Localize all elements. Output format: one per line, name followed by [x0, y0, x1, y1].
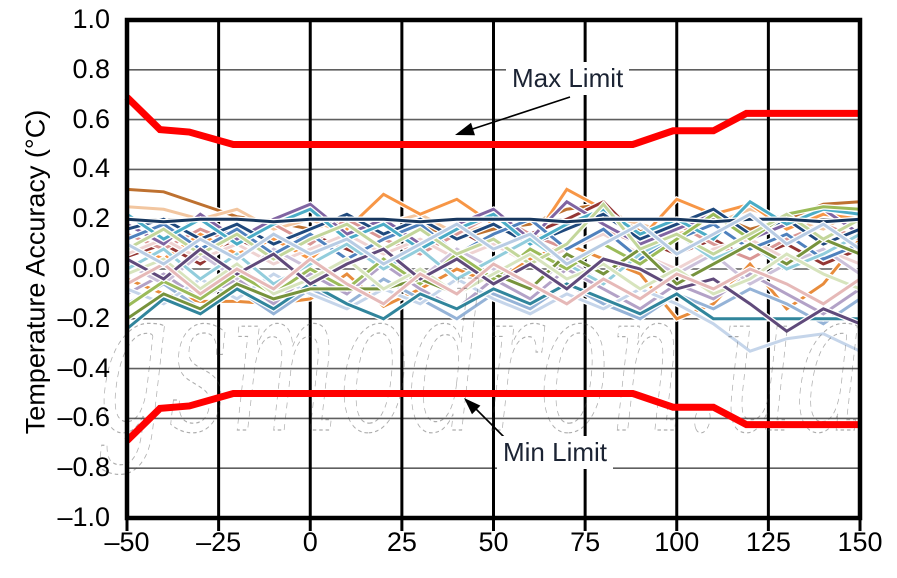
series-line: [126, 201, 861, 266]
series-line: [126, 247, 861, 334]
y-tick-label: 0.2: [72, 203, 110, 234]
y-tick-label: –0.6: [57, 402, 110, 433]
y-tick-label: –1.0: [57, 502, 110, 532]
y-tick-label: –0.8: [57, 452, 110, 483]
y-tick-label: 0.0: [72, 253, 110, 283]
y-tick-label: –0.2: [57, 302, 110, 333]
min-limit-arrow: [471, 404, 509, 442]
series-line: [126, 207, 861, 246]
min-limit-arrowhead: [464, 398, 481, 415]
x-tick-label: 0: [302, 527, 318, 557]
y-tick-label: 0.8: [72, 53, 110, 84]
x-tick-label: 150: [837, 527, 883, 557]
min-limit-line: [124, 390, 860, 444]
series-line: [126, 199, 861, 251]
y-tick-label: 1.0: [72, 4, 110, 34]
series-line: [126, 205, 861, 308]
series-line: [126, 282, 860, 330]
max-limit-arrowhead: [455, 122, 475, 136]
x-tick-label: 125: [745, 527, 791, 557]
x-tick-label: 100: [654, 527, 700, 557]
series-line: [126, 212, 861, 266]
max-limit-arrow: [467, 96, 571, 132]
max-limit-label: Max Limit: [506, 62, 630, 95]
x-tick-label: 50: [478, 527, 509, 557]
watermark: gsmodron.ua: [95, 245, 865, 478]
max-limit-line: [124, 94, 860, 148]
x-tick-label: 25: [386, 527, 417, 557]
x-tick-label: –25: [196, 527, 242, 557]
x-tick-label: –50: [104, 527, 150, 557]
y-tick-label: –0.4: [57, 352, 110, 383]
y-tick-label: 0.6: [72, 103, 110, 134]
y-tick-label: 0.4: [72, 153, 110, 184]
x-tick-label: 75: [570, 527, 601, 557]
series-line: [126, 257, 861, 306]
min-limit-label: Min Limit: [497, 436, 614, 469]
